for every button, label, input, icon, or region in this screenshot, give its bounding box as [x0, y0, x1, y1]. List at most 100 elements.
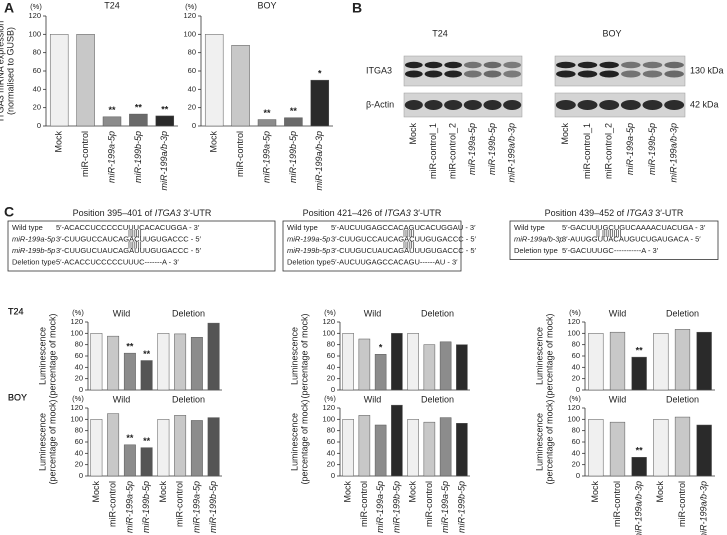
- y-tick-label: 80: [75, 426, 83, 435]
- blot-band: [621, 61, 641, 69]
- y-tick-label: 40: [327, 448, 335, 457]
- lane-label: miR-199a/b-3p: [507, 123, 517, 183]
- x-tick-label: miR-199a-5p: [106, 131, 116, 183]
- y-tick-label: 0: [192, 121, 196, 130]
- y-tick-label: 100: [28, 29, 41, 38]
- site-sequence: 3′-CUUGUCUAUCAGAUUUGUGACCC - 5′: [56, 246, 201, 255]
- y-tick-label: 60: [33, 66, 41, 75]
- chart-title: T24: [8, 306, 24, 316]
- chart-title: T24: [8, 306, 24, 316]
- y-tick-label: 60: [188, 66, 196, 75]
- bar: [631, 457, 647, 477]
- blot-background: [554, 92, 686, 118]
- y-axis-label: (percentage of mock): [544, 313, 554, 398]
- chart-title: BOY: [257, 0, 276, 10]
- y-unit: (%): [569, 394, 581, 403]
- site-sequence: 5′-ACACCUCCCCCUUUC-------A - 3′: [56, 257, 179, 266]
- blot-band: [424, 61, 443, 69]
- x-tick-label: miR-control: [235, 131, 245, 177]
- y-unit: (%): [324, 394, 336, 403]
- blot-band: [463, 70, 482, 78]
- y-tick-label: 0: [331, 385, 335, 394]
- y-tick-label: 120: [183, 11, 196, 20]
- lane-label: miR-control_2: [604, 123, 614, 179]
- bar: [391, 404, 403, 477]
- chart-title: T24: [8, 306, 24, 316]
- bar: [204, 34, 224, 127]
- group-label: Deletion: [421, 394, 454, 404]
- blot-band: [404, 100, 423, 110]
- site-box: [7, 220, 276, 272]
- site-title-part: 3′-UTR: [411, 208, 442, 218]
- site-row-label: Deletion type: [287, 257, 331, 266]
- site-title: Position 395–401 of ITGA3 3′-UTR: [73, 208, 212, 218]
- bar: [207, 417, 220, 477]
- bar: [284, 117, 303, 127]
- bar: [190, 337, 203, 391]
- blot-band: [555, 100, 576, 110]
- blot-band: [620, 100, 641, 110]
- blot-band: [463, 61, 482, 69]
- bar: [653, 333, 669, 391]
- site-row-label: miR-199b-5p: [287, 246, 330, 255]
- pairing-lines: |||||||: [128, 229, 142, 238]
- bar: [129, 113, 148, 127]
- y-tick-label: 0: [37, 121, 41, 130]
- site-row-label: miR-199a/b-3p: [514, 234, 564, 243]
- bar: [423, 421, 436, 477]
- bar: [107, 413, 120, 477]
- y-tick-label: 120: [322, 403, 335, 412]
- y-tick-label: 80: [572, 426, 580, 435]
- blot-band: [599, 100, 620, 110]
- significance-label: **: [143, 349, 151, 359]
- lane-label: miR-control_1: [428, 123, 438, 179]
- x-tick-label: miR-199b-5p: [456, 481, 466, 533]
- blot-band: [503, 61, 522, 69]
- x-tick-label: Mock: [343, 481, 353, 503]
- y-tick-label: 120: [322, 317, 335, 326]
- y-tick-label: 20: [327, 374, 335, 383]
- significance-label: **: [290, 106, 298, 116]
- blot-band: [483, 70, 502, 78]
- y-tick-label: 40: [75, 448, 83, 457]
- bar: [358, 338, 371, 391]
- bar: [358, 415, 371, 477]
- pairing-lines: ||||||: [403, 240, 415, 249]
- site-sequence: 5′-ACACCUCCCCCUUUCACACUGGA - 3′: [56, 223, 200, 232]
- blot-band: [483, 100, 502, 110]
- x-tick-label: miR-control: [359, 481, 369, 527]
- y-unit: (%): [72, 394, 84, 403]
- lane-label: Mock: [560, 123, 570, 145]
- group-label: Deletion: [666, 308, 699, 318]
- bar: [207, 322, 220, 391]
- bar: [257, 119, 277, 127]
- blot-background: [554, 55, 686, 87]
- blot-band: [642, 61, 663, 69]
- y-axis-label: (normalised to GUSB): [5, 27, 15, 115]
- y-tick-label: 60: [327, 351, 335, 360]
- x-tick-label: miR-199a/b-3p: [159, 131, 169, 191]
- y-axis-label: ITGA3 mRNA expression: [0, 21, 5, 122]
- bar: [374, 354, 387, 391]
- lane-label: miR-199a/b-3p: [669, 123, 679, 183]
- y-unit: (%): [569, 308, 581, 317]
- y-axis-label: Luminescence: [534, 327, 544, 385]
- site-title-part: ITGA3: [627, 208, 653, 218]
- y-axis-label: (percentage of mock): [299, 313, 309, 398]
- significance-label: **: [126, 342, 134, 352]
- blot-background: [403, 55, 523, 87]
- site-box: [282, 220, 462, 272]
- group-label: Deletion: [172, 394, 205, 404]
- bar: [588, 419, 604, 477]
- x-tick-label: miR-199a-5p: [261, 131, 271, 183]
- significance-label: **: [636, 346, 644, 356]
- y-tick-label: 40: [33, 84, 41, 93]
- y-tick-label: 100: [322, 414, 335, 423]
- site-row-label: miR-199b-5p: [12, 246, 55, 255]
- group-label: Wild: [364, 308, 382, 318]
- y-tick-label: 60: [327, 437, 335, 446]
- blot-band: [621, 70, 641, 78]
- bar: [631, 356, 647, 391]
- x-tick-label: miR-control: [175, 481, 185, 527]
